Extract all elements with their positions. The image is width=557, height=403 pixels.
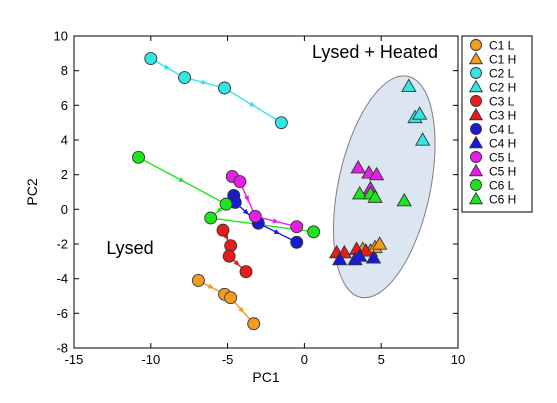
legend-label-c1-h: C1 H bbox=[489, 52, 516, 66]
data-point-c6-h bbox=[396, 192, 412, 207]
legend-label-c3-l: C3 L bbox=[489, 94, 515, 108]
data-point-c2-l bbox=[178, 71, 192, 85]
data-point-c3-l bbox=[239, 265, 253, 279]
legend-marker-c5-l bbox=[470, 151, 482, 163]
trajectory-arrow-c6-l bbox=[216, 207, 223, 214]
data-point-c5-h bbox=[368, 166, 385, 181]
trajectory-arrow-c2-l bbox=[163, 64, 171, 70]
y-tick-label: 0 bbox=[61, 202, 68, 217]
data-point-c3-l bbox=[222, 249, 236, 263]
legend-label-c5-l: C5 L bbox=[489, 150, 515, 164]
y-tick-label: -4 bbox=[56, 271, 68, 286]
data-point-c4-h bbox=[365, 250, 382, 264]
data-point-c4-h bbox=[352, 248, 368, 262]
legend-marker-c3-l bbox=[470, 95, 482, 107]
legend-marker-c1-h bbox=[468, 51, 484, 65]
data-point-c2-h bbox=[401, 78, 417, 92]
legend-label-c2-h: C2 H bbox=[489, 80, 516, 94]
trajectory-arrow-c4-l bbox=[242, 208, 250, 215]
data-point-c6-l bbox=[132, 150, 145, 164]
x-tick-label: 10 bbox=[451, 352, 465, 367]
y-tick-label: 6 bbox=[61, 98, 68, 113]
data-point-c2-l bbox=[274, 116, 288, 130]
data-point-c1-l bbox=[247, 317, 261, 331]
data-point-c5-h bbox=[350, 159, 366, 174]
data-point-c1-h bbox=[371, 236, 388, 250]
x-tick-label: -10 bbox=[141, 352, 160, 367]
legend-marker-c5-h bbox=[468, 163, 484, 177]
legend-marker-c4-l bbox=[470, 123, 482, 135]
axis-ticks-layer: -15 -10 -5 0 5 10 -8 -6 -4 -2 0 2 4 6 8 10 bbox=[54, 29, 466, 368]
legend-label-c2-l: C2 L bbox=[489, 66, 515, 80]
trajectory-arrow-c3-l bbox=[233, 259, 240, 266]
x-axis-label: PC1 bbox=[252, 369, 279, 385]
trajectory-arrow-c4-l bbox=[273, 229, 281, 235]
data-point-c6-l bbox=[204, 211, 218, 225]
trajectory-arrow-c2-l bbox=[201, 79, 208, 85]
trajectory-arrow-c1-l bbox=[238, 306, 245, 313]
data-point-c5-l bbox=[290, 220, 304, 234]
annotation-lysed: Lysed bbox=[106, 238, 153, 258]
x-tick-label: -5 bbox=[222, 352, 234, 367]
data-point-c2-h bbox=[411, 106, 428, 120]
x-tick-label: -15 bbox=[65, 352, 84, 367]
y-tick-label: -6 bbox=[56, 306, 68, 321]
data-point-c4-l bbox=[290, 235, 304, 249]
trajectory-arrow-c2-l bbox=[249, 101, 256, 107]
legend-label-c6-h: C6 H bbox=[489, 192, 516, 206]
legend-marker-c3-h bbox=[468, 107, 484, 121]
trajectory-arrow-c5-l bbox=[243, 195, 249, 202]
legend-label-c4-l: C4 L bbox=[489, 122, 515, 136]
data-point-c5-l bbox=[248, 209, 262, 223]
data-point-c6-h bbox=[367, 189, 383, 203]
trajectory-arrow-c3-l bbox=[223, 234, 229, 241]
data-points-layer bbox=[132, 52, 431, 331]
legend-marker-c2-l bbox=[470, 67, 482, 79]
data-point-c6-l bbox=[219, 197, 233, 211]
annotation-lysed-heated: Lysed + Heated bbox=[312, 42, 438, 62]
x-tick-label: 5 bbox=[378, 352, 385, 367]
data-point-c3-l bbox=[216, 223, 230, 237]
legend: C1 LC1 HC2 LC2 HC3 LC3 HC4 LC4 HC5 LC5 H… bbox=[468, 38, 516, 206]
y-tick-label: -8 bbox=[56, 341, 68, 356]
data-point-c1-l bbox=[224, 291, 238, 305]
legend-label-c5-h: C5 H bbox=[489, 164, 516, 178]
legend-marker-c2-h bbox=[468, 79, 484, 93]
legend-marker-c6-h bbox=[468, 191, 484, 205]
data-point-c4-h bbox=[332, 251, 348, 266]
legend-label-c1-l: C1 L bbox=[489, 38, 515, 52]
data-point-c5-l bbox=[233, 175, 247, 189]
data-point-c6-l bbox=[307, 225, 321, 239]
y-axis-label: PC2 bbox=[24, 178, 40, 205]
y-tick-label: 2 bbox=[61, 167, 68, 182]
heated-cluster-ellipse-layer bbox=[333, 75, 436, 299]
data-point-c1-l bbox=[191, 273, 205, 287]
data-point-c2-l bbox=[144, 52, 158, 65]
heated-cluster-ellipse bbox=[333, 75, 436, 299]
y-tick-label: 4 bbox=[61, 133, 68, 148]
x-tick-label: 0 bbox=[301, 352, 308, 367]
legend-marker-c4-h bbox=[468, 135, 484, 149]
trajectory-arrow-c5-l bbox=[272, 218, 279, 224]
plot-frame bbox=[73, 35, 459, 349]
legend-marker-c6-l bbox=[470, 179, 482, 191]
legend-marker-c1-l bbox=[470, 39, 482, 51]
data-point-c2-h bbox=[414, 132, 431, 146]
trajectory-arrow-c1-l bbox=[207, 283, 215, 289]
legend-label-c6-l: C6 L bbox=[489, 178, 515, 192]
y-tick-label: 10 bbox=[54, 29, 68, 44]
y-tick-label: 8 bbox=[61, 63, 68, 78]
trajectory-arrow-c6-l bbox=[178, 177, 185, 183]
data-point-c6-h bbox=[352, 185, 368, 200]
y-tick-label: -2 bbox=[56, 237, 68, 252]
data-point-c2-l bbox=[218, 81, 231, 95]
legend-label-c3-h: C3 H bbox=[489, 108, 516, 122]
legend-label-c4-h: C4 H bbox=[489, 136, 516, 150]
